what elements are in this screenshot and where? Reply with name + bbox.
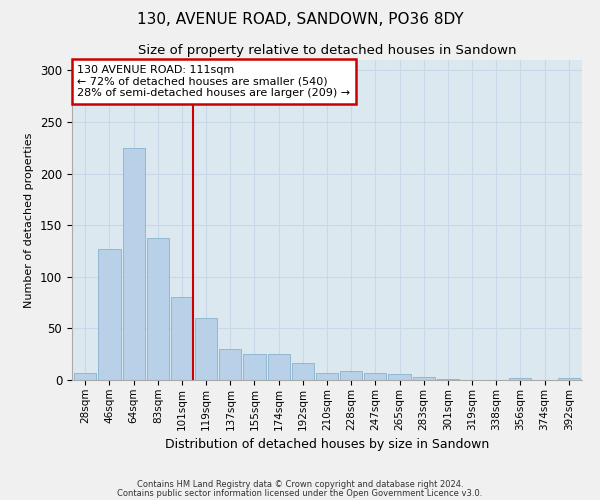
Bar bbox=[316, 373, 338, 380]
Bar bbox=[557, 378, 580, 380]
Text: 130 AVENUE ROAD: 111sqm
← 72% of detached houses are smaller (540)
28% of semi-d: 130 AVENUE ROAD: 111sqm ← 72% of detache… bbox=[77, 65, 350, 98]
X-axis label: Distribution of detached houses by size in Sandown: Distribution of detached houses by size … bbox=[165, 438, 489, 451]
Title: Size of property relative to detached houses in Sandown: Size of property relative to detached ho… bbox=[138, 44, 516, 58]
Bar bbox=[171, 298, 193, 380]
Y-axis label: Number of detached properties: Number of detached properties bbox=[25, 132, 34, 308]
Bar bbox=[195, 318, 217, 380]
Bar bbox=[364, 373, 386, 380]
Text: Contains public sector information licensed under the Open Government Licence v3: Contains public sector information licen… bbox=[118, 488, 482, 498]
Bar bbox=[219, 349, 241, 380]
Text: 130, AVENUE ROAD, SANDOWN, PO36 8DY: 130, AVENUE ROAD, SANDOWN, PO36 8DY bbox=[137, 12, 463, 28]
Bar bbox=[292, 364, 314, 380]
Bar bbox=[388, 374, 410, 380]
Bar bbox=[146, 238, 169, 380]
Bar bbox=[437, 379, 459, 380]
Text: Contains HM Land Registry data © Crown copyright and database right 2024.: Contains HM Land Registry data © Crown c… bbox=[137, 480, 463, 489]
Bar bbox=[509, 378, 532, 380]
Bar bbox=[268, 354, 290, 380]
Bar bbox=[413, 377, 435, 380]
Bar bbox=[340, 370, 362, 380]
Bar bbox=[122, 148, 145, 380]
Bar bbox=[98, 249, 121, 380]
Bar bbox=[74, 373, 97, 380]
Bar bbox=[244, 354, 266, 380]
